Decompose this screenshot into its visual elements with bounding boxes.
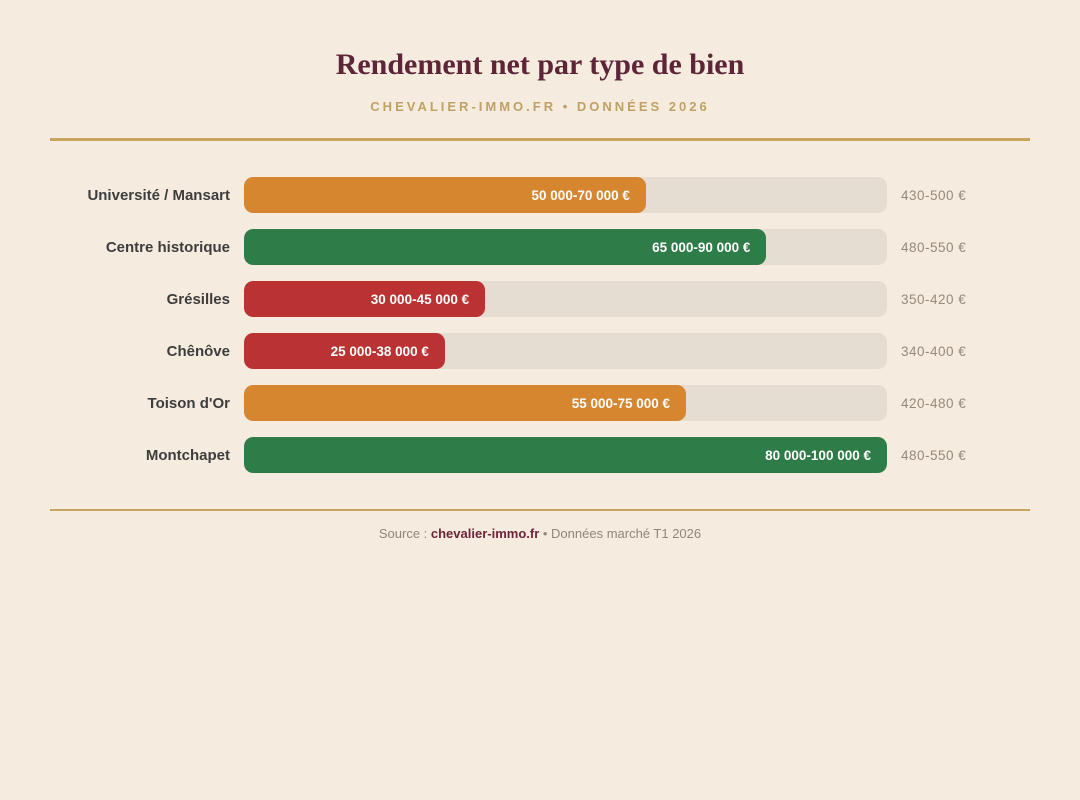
chart-row: Montchapet 80 000-100 000 € 480-550 € (50, 437, 1030, 473)
bar-track: 50 000-70 000 € (244, 177, 887, 213)
chart-row: Chênôve 25 000-38 000 € 340-400 € (50, 333, 1030, 369)
district-label: Université / Mansart (87, 186, 230, 204)
infographic-page: Rendement net par type de bien CHEVALIER… (50, 0, 1030, 541)
top-divider (50, 138, 1030, 141)
bar-fill: 50 000-70 000 € (244, 177, 646, 213)
bar-fill: 80 000-100 000 € (244, 437, 887, 473)
yield-bar-chart: Université / Mansart 50 000-70 000 € 430… (50, 177, 1030, 473)
district-label: Grésilles (166, 290, 230, 308)
bar-value-label: 65 000-90 000 € (652, 239, 751, 255)
bar-fill: 25 000-38 000 € (244, 333, 445, 369)
bar-track: 80 000-100 000 € (244, 437, 887, 473)
header: Rendement net par type de bien CHEVALIER… (50, 0, 1030, 114)
bar-track: 55 000-75 000 € (244, 385, 887, 421)
bar-value-label: 55 000-75 000 € (571, 395, 671, 411)
bar-value-label: 50 000-70 000 € (531, 187, 630, 203)
bar-track: 25 000-38 000 € (244, 333, 887, 369)
bar-fill: 55 000-75 000 € (244, 385, 687, 421)
rent-range-label: 480-550 € (901, 447, 967, 463)
chart-row: Centre historique 65 000-90 000 € 480-55… (50, 229, 1030, 265)
bar-track: 30 000-45 000 € (244, 281, 887, 317)
district-label: Toison d'Or (147, 394, 230, 412)
source-suffix: • Données marché T1 2026 (539, 526, 702, 541)
rent-range-label: 430-500 € (901, 187, 967, 203)
page-subtitle: CHEVALIER-IMMO.FR • DONNÉES 2026 (370, 99, 710, 114)
source-prefix: Source : (378, 526, 431, 541)
chart-row: Grésilles 30 000-45 000 € 350-420 € (50, 281, 1030, 317)
bar-track: 65 000-90 000 € (244, 229, 887, 265)
bar-value-label: 25 000-38 000 € (330, 343, 429, 359)
rent-range-label: 340-400 € (901, 343, 967, 359)
source-line: Source : chevalier-immo.fr • Données mar… (50, 526, 1030, 541)
page-title: Rendement net par type de bien (335, 48, 745, 81)
district-label: Chênôve (166, 342, 230, 360)
chart-row: Toison d'Or 55 000-75 000 € 420-480 € (50, 385, 1030, 421)
bottom-divider (50, 509, 1030, 511)
district-label: Montchapet (145, 446, 230, 464)
bar-value-label: 80 000-100 000 € (765, 447, 871, 463)
rent-range-label: 480-550 € (901, 239, 967, 255)
bar-fill: 30 000-45 000 € (244, 281, 486, 317)
rent-range-label: 350-420 € (901, 291, 967, 307)
bar-fill: 65 000-90 000 € (244, 229, 767, 265)
rent-range-label: 420-480 € (901, 395, 967, 411)
chart-row: Université / Mansart 50 000-70 000 € 430… (50, 177, 1030, 213)
district-label: Centre historique (105, 238, 230, 256)
source-brand: chevalier-immo.fr (430, 526, 540, 541)
bar-value-label: 30 000-45 000 € (370, 291, 470, 307)
